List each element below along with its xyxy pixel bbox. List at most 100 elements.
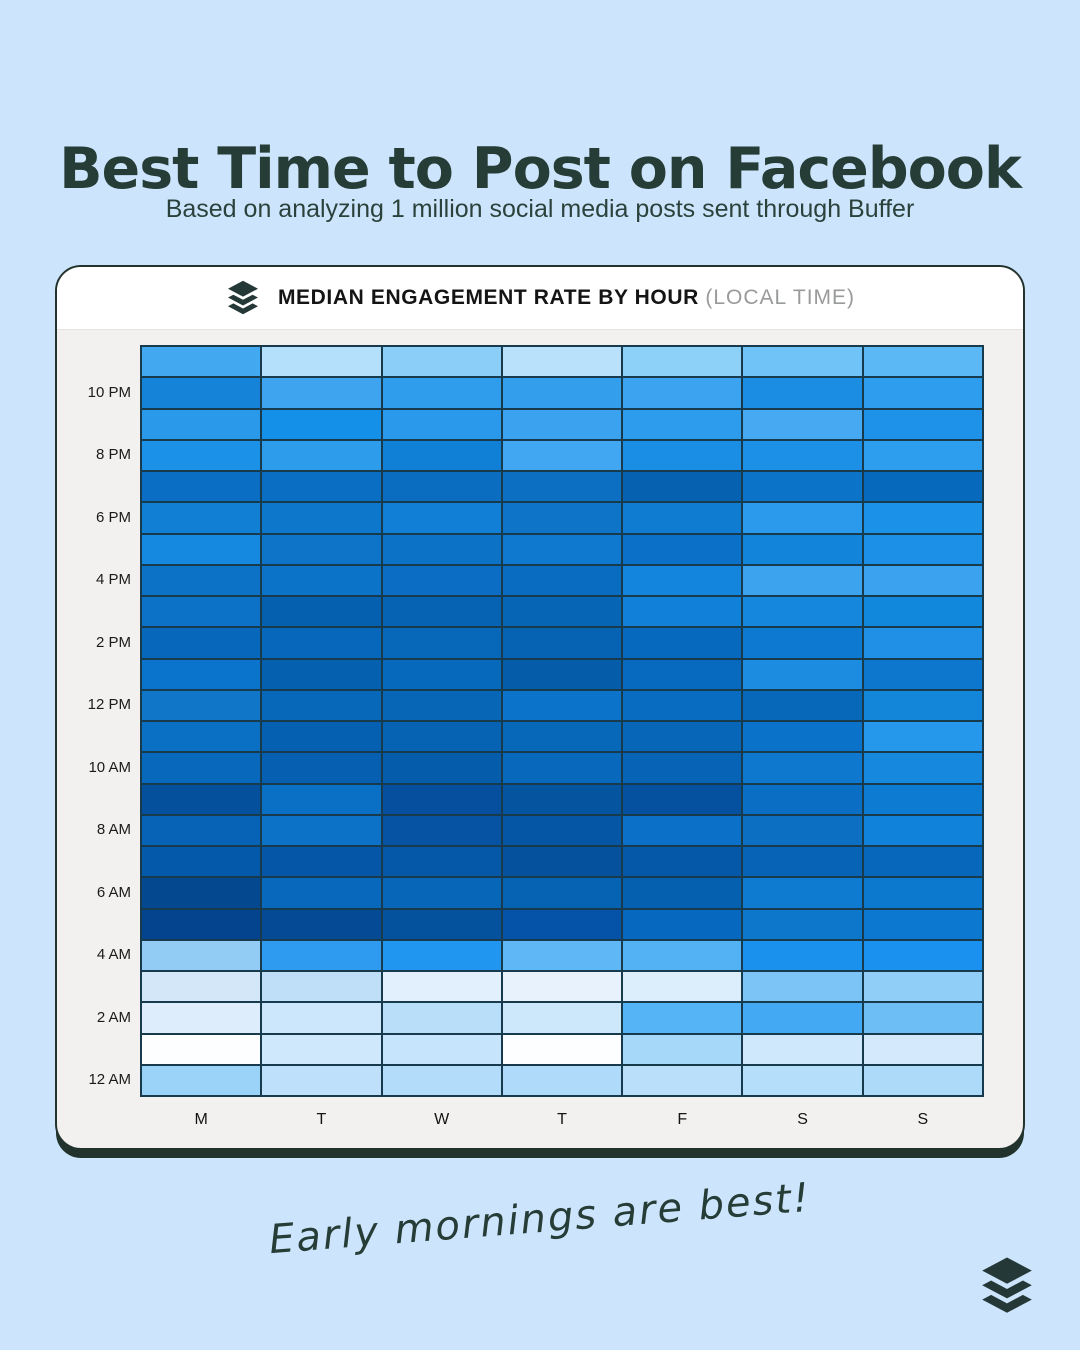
heatmap-cell <box>382 534 501 564</box>
heatmap-cell <box>863 378 982 408</box>
heatmap-cell <box>743 409 862 439</box>
heatmap-cell <box>262 847 381 877</box>
heatmap-cell <box>623 378 742 408</box>
heatmap-cell <box>863 440 982 470</box>
chart-title: MEDIAN ENGAGEMENT RATE BY HOUR (LOCAL TI… <box>277 286 856 309</box>
heatmap-cell <box>743 597 862 627</box>
heatmap-cell <box>743 440 862 470</box>
heatmap-cell <box>262 628 381 658</box>
heatmap-cell <box>502 722 622 752</box>
heatmap-cell <box>142 440 261 470</box>
heatmap-cell <box>262 940 381 970</box>
heatmap-cell <box>623 565 742 595</box>
heatmap-cell <box>743 847 862 877</box>
heatmap-cell <box>382 503 501 533</box>
heatmap-cell <box>142 690 261 720</box>
heatmap-cell <box>623 878 742 908</box>
heatmap-cell <box>623 440 742 470</box>
heatmap-cell <box>743 815 862 845</box>
heatmap-cell <box>623 722 742 752</box>
heatmap-cell <box>623 472 742 502</box>
heatmap-cell <box>863 659 982 689</box>
heatmap-cell <box>262 1065 381 1095</box>
heatmap-cell <box>382 659 501 689</box>
heatmap-cell <box>142 565 261 595</box>
heatmap-cell <box>623 972 742 1002</box>
heatmap-cell <box>863 409 982 439</box>
y-axis-tick-label: 12 PM <box>87 696 131 714</box>
heatmap-cell <box>623 909 742 939</box>
heatmap-cell <box>863 909 982 939</box>
page-subtitle: Based on analyzing 1 million social medi… <box>165 195 915 223</box>
heatmap-cell <box>262 1003 381 1033</box>
heatmap-cell <box>262 722 381 752</box>
heatmap-cell <box>382 690 501 720</box>
heatmap-cell <box>623 347 742 377</box>
heatmap-cell <box>262 909 381 939</box>
heatmap-cell <box>502 659 622 689</box>
heatmap-cell <box>863 503 982 533</box>
heatmap-cell <box>262 597 381 627</box>
heatmap-cell <box>382 815 501 845</box>
heatmap-cell <box>382 440 501 470</box>
heatmap-cell <box>863 847 982 877</box>
heatmap-cell <box>142 909 261 939</box>
heatmap-cell <box>502 753 622 783</box>
heatmap-cell <box>382 784 501 814</box>
heatmap-cell <box>142 940 261 970</box>
heatmap-cell <box>743 784 862 814</box>
heatmap-cell <box>863 815 982 845</box>
heatmap-cell <box>623 534 742 564</box>
x-axis-day-label: T <box>557 1111 567 1128</box>
heatmap-cell <box>382 940 501 970</box>
heatmap-cell <box>502 1065 622 1095</box>
heatmap-cell <box>142 534 261 564</box>
heatmap-cell <box>863 722 982 752</box>
heatmap-cell <box>502 409 622 439</box>
heatmap-cell <box>502 909 622 939</box>
heatmap-cell <box>863 534 982 564</box>
heatmap-cell <box>863 1003 982 1033</box>
heatmap-cell <box>743 503 862 533</box>
heatmap-cell <box>142 753 261 783</box>
heatmap-grid <box>140 345 984 1097</box>
heatmap-cell <box>502 565 622 595</box>
heatmap-cell <box>142 597 261 627</box>
heatmap-cell <box>142 1065 261 1095</box>
heatmap-cell <box>262 565 381 595</box>
y-axis-tick-label: 8 PM <box>95 446 131 464</box>
heatmap-cell <box>142 503 261 533</box>
heatmap-cell <box>743 753 862 783</box>
heatmap-cell <box>743 722 862 752</box>
heatmap-cell <box>623 659 742 689</box>
heatmap-cell <box>743 690 862 720</box>
heatmap-cell <box>743 347 862 377</box>
heatmap-cell <box>382 378 501 408</box>
heatmap-cell <box>382 847 501 877</box>
x-axis-day-label: S <box>797 1111 808 1128</box>
heatmap-cell <box>502 503 622 533</box>
y-axis-tick-label: 12 AM <box>88 1071 131 1089</box>
heatmap-cell <box>262 534 381 564</box>
x-axis-day-label: F <box>677 1111 688 1128</box>
heatmap-cell <box>863 940 982 970</box>
heatmap-cell <box>743 972 862 1002</box>
heatmap-cell <box>262 972 381 1002</box>
heatmap-cell <box>502 940 622 970</box>
heatmap-cell <box>382 628 501 658</box>
heatmap-cell <box>863 597 982 627</box>
heatmap-cell <box>382 1065 501 1095</box>
heatmap-cell <box>863 347 982 377</box>
heatmap-cell <box>623 1065 742 1095</box>
heatmap-cell <box>382 565 501 595</box>
heatmap-cell <box>382 1034 501 1064</box>
heatmap-cell <box>623 815 742 845</box>
heatmap-cell <box>863 1034 982 1064</box>
heatmap-cell <box>262 659 381 689</box>
x-axis-day-label: W <box>434 1111 450 1128</box>
heatmap-cell <box>142 972 261 1002</box>
heatmap-cell <box>502 440 622 470</box>
heatmap-cell <box>623 1034 742 1064</box>
heatmap-cell <box>142 347 261 377</box>
y-axis-tick-label: 4 AM <box>96 946 131 964</box>
